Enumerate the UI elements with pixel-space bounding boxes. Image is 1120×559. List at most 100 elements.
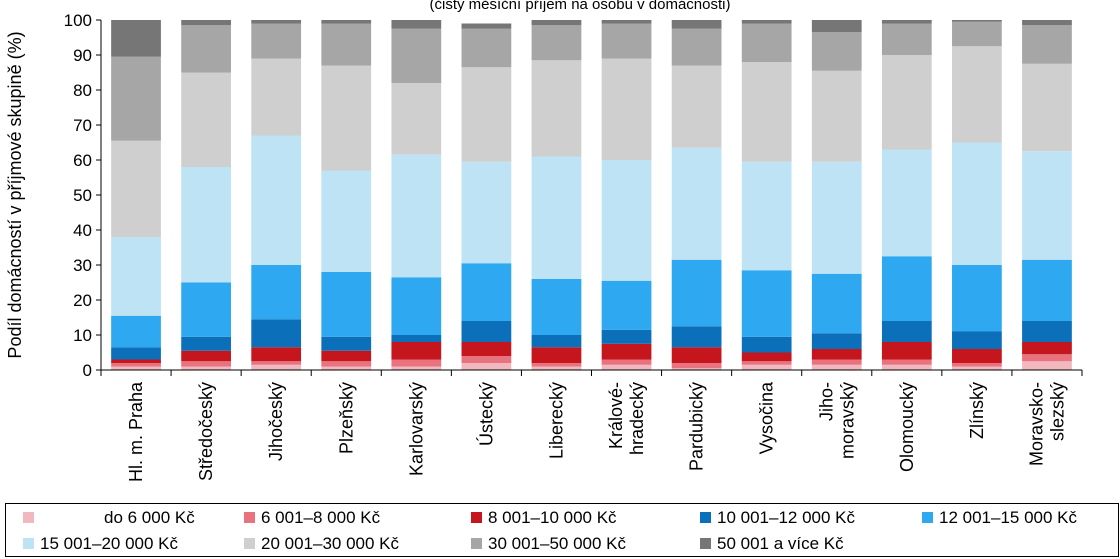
x-tick-label: slezský <box>1047 382 1067 441</box>
bar-segment-10-5 <box>811 161 862 274</box>
bar-segment-6-2 <box>531 347 582 363</box>
bar-segment-9-4 <box>741 270 792 337</box>
bar-segment-2-8 <box>251 20 302 24</box>
legend-label: 6 001–8 000 Kč <box>261 508 381 527</box>
bar-segment-10-2 <box>811 349 862 360</box>
bar-segment-6-6 <box>531 60 582 157</box>
bar-segment-6-7 <box>531 25 582 61</box>
bar-segment-12-4 <box>952 265 1002 332</box>
x-tick-label: Hl. m. Praha <box>126 381 146 482</box>
bar-segment-7-5 <box>601 160 652 281</box>
bar-segment-6-8 <box>531 20 582 26</box>
bar-segment-8-0 <box>671 368 722 370</box>
bar-segment-13-0 <box>1022 361 1072 370</box>
bar-segment-11-3 <box>881 321 932 342</box>
bar-segment-7-2 <box>601 343 652 360</box>
legend-label: 20 001–30 000 Kč <box>261 534 400 553</box>
bar-segment-2-2 <box>251 347 302 362</box>
bar-segment-2-1 <box>251 361 302 365</box>
bar-segment-3-4 <box>321 272 372 337</box>
bar-segment-1-1 <box>181 361 231 367</box>
bar-segment-13-3 <box>1022 321 1072 342</box>
bar-segment-4-8 <box>391 20 442 29</box>
bar-segment-13-5 <box>1022 151 1072 260</box>
x-tick-labels-layer: Hl. m. Praha Středočeský Jihočeský Plzeňský… <box>126 381 1067 482</box>
bar-segment-6-5 <box>531 156 582 279</box>
bar-segment-10-6 <box>811 70 862 162</box>
y-tick-label: 100 <box>64 11 92 30</box>
legend-swatch <box>23 538 34 549</box>
bar-segment-0-3 <box>111 347 161 360</box>
legend-label: 50 001 a více Kč <box>717 534 844 553</box>
bar-segment-4-2 <box>391 342 442 360</box>
x-tick-label: Plzeňský <box>336 382 356 454</box>
bar-segment-11-7 <box>881 23 932 55</box>
bar-segment-8-1 <box>671 363 722 369</box>
bar-segment-9-1 <box>741 361 792 365</box>
legend-swatch <box>244 512 255 523</box>
bar-segment-9-6 <box>741 62 792 162</box>
bar-segment-10-7 <box>811 32 862 71</box>
bar-segment-3-8 <box>321 20 372 24</box>
bar-segment-3-5 <box>321 170 372 272</box>
legend-item: 15 001–20 000 Kč <box>20 533 230 555</box>
x-tick-label: Karlovarský <box>406 382 426 476</box>
legend: do 6 000 Kč 6 001–8 000 Kč 8 001–10 000 Kč… <box>5 503 1119 557</box>
x-tick-label: Zlínský <box>967 382 987 439</box>
bar-segment-3-6 <box>321 65 372 171</box>
x-tick-label: moravský <box>837 382 857 459</box>
x-tick-label: Olomoucký <box>897 382 917 472</box>
y-tick-label: 60 <box>73 151 92 170</box>
bar-segment-9-0 <box>741 364 792 370</box>
bar-segment-11-6 <box>881 55 932 150</box>
x-tick-label: Vysočina <box>757 381 777 454</box>
bar-segment-11-0 <box>881 364 932 370</box>
bar-segment-7-0 <box>601 364 652 370</box>
bar-segment-10-0 <box>811 364 862 370</box>
bar-segment-13-2 <box>1022 342 1072 355</box>
x-tick-label: Jihočeský <box>266 382 286 461</box>
bar-segment-0-0 <box>111 366 161 370</box>
bar-segment-3-0 <box>321 366 372 370</box>
bar-segment-5-2 <box>461 342 512 356</box>
bar-segment-13-6 <box>1022 63 1072 152</box>
bar-segment-8-7 <box>671 28 722 66</box>
bar-segment-7-4 <box>601 280 652 330</box>
x-tick-label: Jiho- <box>816 382 836 421</box>
y-tick-label: 80 <box>73 81 92 100</box>
bar-segment-13-8 <box>1022 20 1072 26</box>
y-tick-label: 50 <box>73 186 92 205</box>
legend-item: 50 001 a více Kč <box>697 533 907 555</box>
bar-segment-8-3 <box>671 326 722 348</box>
bar-segment-11-5 <box>881 149 932 257</box>
y-tick-label: 90 <box>73 46 92 65</box>
bar-segment-7-3 <box>601 329 652 344</box>
bar-segment-12-0 <box>952 366 1002 370</box>
legend-label: 10 001–12 000 Kč <box>717 508 856 527</box>
legend-swatch <box>471 538 482 549</box>
bar-segment-6-0 <box>531 366 582 370</box>
bar-segment-8-4 <box>671 259 722 327</box>
bar-segment-5-6 <box>461 67 512 162</box>
bar-segment-10-1 <box>811 359 862 365</box>
bar-segment-1-8 <box>181 20 231 26</box>
bar-segment-10-8 <box>811 20 862 33</box>
bar-segment-1-6 <box>181 72 231 167</box>
bar-segment-9-8 <box>741 20 792 24</box>
bar-segment-5-7 <box>461 28 512 68</box>
legend-item: 10 001–12 000 Kč <box>697 507 907 529</box>
bar-segment-3-1 <box>321 361 372 367</box>
bar-segment-3-3 <box>321 336 372 351</box>
bar-segment-1-5 <box>181 167 231 283</box>
bar-segment-3-7 <box>321 23 372 66</box>
bar-segment-4-3 <box>391 335 442 342</box>
bar-segment-4-7 <box>391 28 442 83</box>
bar-segment-0-5 <box>111 237 161 316</box>
x-tick-label: hradecký <box>627 382 647 455</box>
bar-segment-4-0 <box>391 366 442 370</box>
bar-segment-6-3 <box>531 335 582 348</box>
legend-swatch <box>922 512 933 523</box>
bar-segment-2-6 <box>251 58 302 136</box>
bar-segment-2-3 <box>251 319 302 348</box>
bar-segment-11-2 <box>881 342 932 360</box>
